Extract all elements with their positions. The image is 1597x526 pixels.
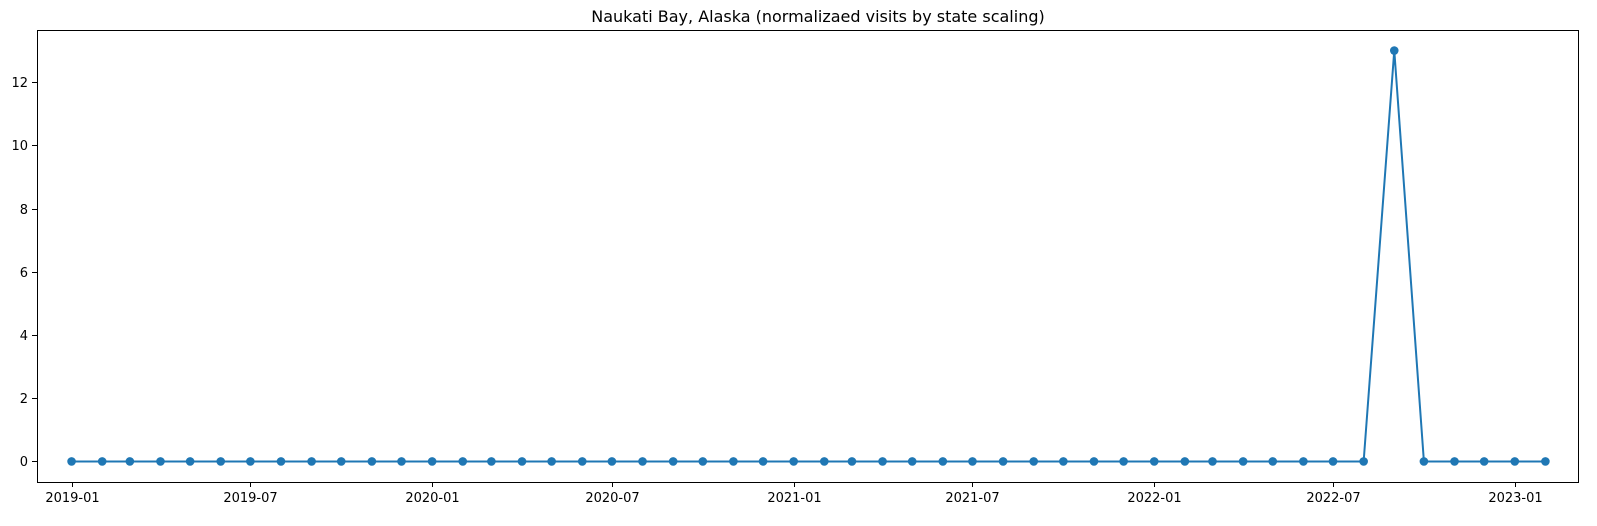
data-point	[125, 457, 135, 466]
data-point	[1299, 457, 1308, 466]
data-point	[216, 457, 226, 466]
data-point	[276, 457, 286, 466]
data-point	[1119, 457, 1128, 466]
data-point	[1450, 457, 1459, 466]
data-point	[1089, 457, 1099, 466]
data-point	[907, 457, 917, 466]
x-tick-label: 2021-01	[767, 491, 821, 506]
data-point	[67, 457, 76, 466]
y-tick-label: 0	[20, 455, 28, 470]
y-tick-label: 8	[20, 203, 28, 218]
data-point	[819, 457, 829, 466]
data-point	[487, 457, 496, 466]
data-point	[547, 457, 556, 466]
chart-title: Naukati Bay, Alaska (normalizaed visits …	[591, 7, 1044, 26]
series-line	[71, 49, 1546, 463]
data-point	[1389, 46, 1399, 55]
y-axis: 0 2 4 6 8 10 12	[11, 76, 37, 470]
data-point	[698, 457, 708, 466]
data-point	[427, 457, 437, 466]
x-tick-label: 2020-07	[585, 491, 639, 506]
y-tick-label: 12	[11, 76, 28, 91]
data-point	[729, 457, 738, 466]
data-point	[367, 457, 377, 466]
data-point	[156, 457, 165, 466]
data-point	[1238, 457, 1248, 466]
x-tick-label: 2020-01	[405, 491, 459, 506]
x-tick-label: 2019-07	[223, 491, 277, 506]
data-point	[1029, 457, 1039, 466]
y-tick-label: 2	[20, 392, 28, 407]
data-point	[458, 457, 468, 466]
data-point	[998, 457, 1008, 466]
x-tick-label: 2022-01	[1127, 491, 1181, 506]
x-tick-label: 2022-07	[1306, 491, 1360, 506]
data-point	[789, 457, 798, 466]
data-point	[668, 457, 678, 466]
x-tick-label: 2021-07	[945, 491, 999, 506]
data-point	[1268, 457, 1278, 466]
data-point	[1510, 457, 1520, 466]
data-point	[1359, 457, 1368, 466]
y-tick-label: 10	[11, 139, 28, 154]
data-point	[938, 457, 948, 466]
data-point	[517, 457, 527, 466]
data-point	[847, 457, 857, 466]
data-point	[307, 457, 316, 466]
x-tick-label: 2019-01	[45, 491, 99, 506]
data-point	[1059, 457, 1068, 466]
data-point	[758, 457, 768, 466]
plot-frame	[37, 30, 1579, 483]
data-point	[1479, 457, 1489, 466]
data-point	[968, 457, 977, 466]
plot-area	[67, 46, 1550, 466]
data-point	[607, 457, 617, 466]
data-point	[185, 457, 195, 466]
data-point	[577, 457, 587, 466]
data-point	[1180, 457, 1190, 466]
data-point	[336, 457, 346, 466]
data-point	[878, 457, 887, 466]
data-point	[246, 457, 255, 466]
x-tick-label: 2023-01	[1488, 491, 1542, 506]
data-point	[1208, 457, 1217, 466]
data-point	[97, 457, 107, 466]
data-point	[1328, 457, 1338, 466]
data-point	[1419, 457, 1429, 466]
data-point	[1541, 457, 1550, 466]
y-tick-label: 4	[20, 329, 28, 344]
data-point	[638, 457, 647, 466]
data-point	[1149, 457, 1159, 466]
x-axis: 2019-01 2019-07 2020-01 2020-07 2021-01 2021-…	[45, 482, 1543, 506]
data-point	[397, 457, 406, 466]
y-tick-label: 6	[20, 266, 28, 281]
